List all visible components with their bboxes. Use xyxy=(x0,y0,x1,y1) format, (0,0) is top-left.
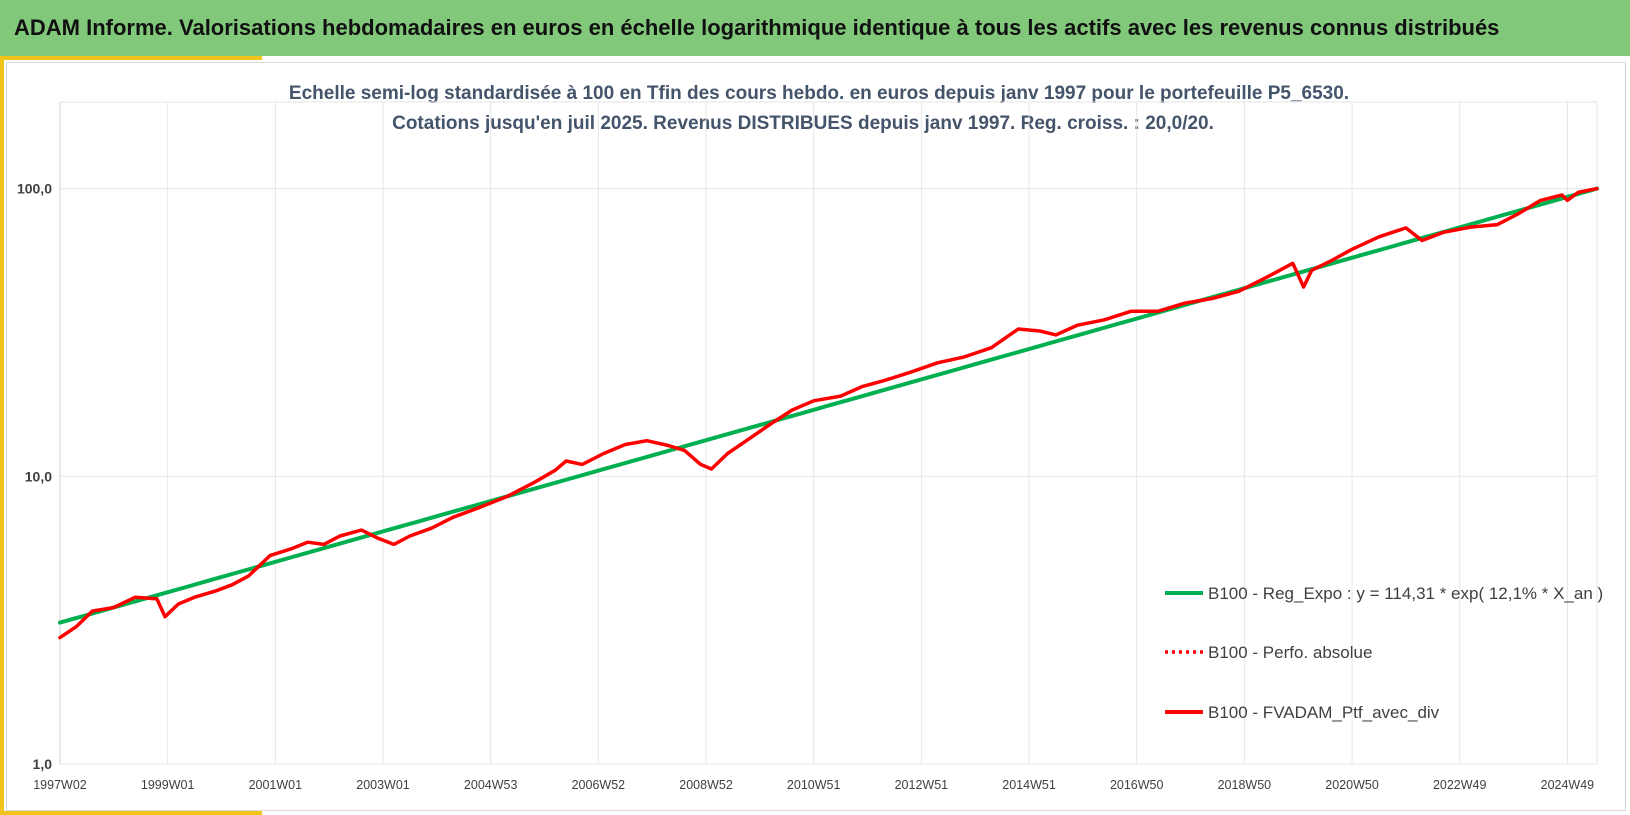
series-layer xyxy=(58,186,1599,640)
x-tick-label: 2018W50 xyxy=(1218,778,1272,792)
y-tick-label: 1,0 xyxy=(33,756,53,772)
axis-ticks: 1997W02 1999W01 2001W01 2003W01 2004W53 2006W… xyxy=(17,181,1594,792)
x-tick-label: 2006W52 xyxy=(572,778,626,792)
x-tick-label: 2020W50 xyxy=(1325,778,1379,792)
x-tick-label: 1999W01 xyxy=(141,778,195,792)
chart-frame xyxy=(6,62,1626,811)
x-tick-label: 2012W51 xyxy=(895,778,949,792)
y-tick-label: 10,0 xyxy=(25,468,52,484)
x-tick-label: 2008W52 xyxy=(679,778,733,792)
legend-label: B100 - FVADAM_Ptf_avec_div xyxy=(1208,703,1440,722)
accent-bar-left xyxy=(0,56,4,815)
accent-bar-bottom xyxy=(0,811,262,815)
y-tick-label: 100,0 xyxy=(17,181,52,197)
legend-label: B100 - Perfo. absolue xyxy=(1208,643,1372,662)
regression-line xyxy=(58,186,1599,625)
x-tick-label: 2004W53 xyxy=(464,778,518,792)
x-tick-label: 2022W49 xyxy=(1433,778,1487,792)
x-tick-label: 1997W02 xyxy=(33,778,87,792)
portfolio-line xyxy=(58,186,1599,640)
legend-label: B100 - Reg_Expo : y = 114,31 * exp( 12,1… xyxy=(1208,584,1603,603)
header-bar: ADAM Informe. Valorisations hebdomadaire… xyxy=(0,0,1630,56)
x-tick-label: 2003W01 xyxy=(356,778,410,792)
x-tick-label: 2010W51 xyxy=(787,778,841,792)
chart-subtitle-line-1: Echelle semi-log standardisée à 100 en T… xyxy=(289,83,1349,104)
legend: B100 - Reg_Expo : y = 114,31 * exp( 12,1… xyxy=(1165,584,1603,722)
x-tick-label: 2001W01 xyxy=(249,778,303,792)
page-title: ADAM Informe. Valorisations hebdomadaire… xyxy=(14,15,1500,40)
x-tick-label: 2024W49 xyxy=(1541,778,1595,792)
grid xyxy=(59,101,1598,765)
chart-subtitle-line-2: Cotations jusqu'en juil 2025. Revenus DI… xyxy=(392,113,1214,134)
x-tick-label: 2014W51 xyxy=(1002,778,1056,792)
accent-bar-top xyxy=(0,56,262,60)
x-tick-label: 2016W50 xyxy=(1110,778,1164,792)
